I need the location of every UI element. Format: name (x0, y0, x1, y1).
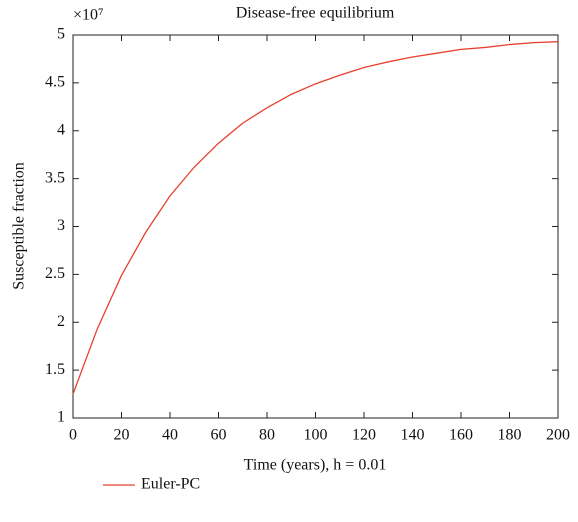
x-axis-label: Time (years), h = 0.01 (244, 457, 387, 474)
y-tick-label: 2.5 (45, 265, 65, 282)
y-tick-label: 1.5 (45, 361, 65, 378)
y-tick-label: 2 (57, 313, 65, 330)
x-tick-label: 40 (162, 427, 178, 444)
y-tick-label: 3 (57, 217, 65, 234)
chart-title: Disease-free equilibrium (236, 5, 395, 22)
y-tick-label: 1 (57, 409, 65, 426)
x-tick-label: 140 (401, 427, 425, 444)
y-scale-label: ×10⁷ (73, 7, 104, 24)
y-tick-label: 5 (57, 26, 65, 43)
y-tick-label: 3.5 (45, 169, 65, 186)
x-tick-label: 0 (69, 427, 77, 444)
x-tick-label: 80 (259, 427, 275, 444)
data-line (72, 41, 559, 395)
x-tick-label: 160 (449, 427, 473, 444)
y-tick-label: 4.5 (45, 74, 65, 91)
x-tick-label: 60 (211, 427, 227, 444)
x-tick-label: 20 (114, 427, 130, 444)
x-tick-label: 200 (546, 427, 570, 444)
y-tick-label: 4 (57, 121, 65, 138)
y-axis-label: Susceptible fraction (11, 162, 28, 290)
x-tick-label: 180 (498, 427, 522, 444)
x-tick-label: 120 (352, 427, 376, 444)
plot-frame (72, 34, 559, 419)
legend-label: Euler-PC (141, 476, 200, 493)
x-tick-label: 100 (304, 427, 328, 444)
